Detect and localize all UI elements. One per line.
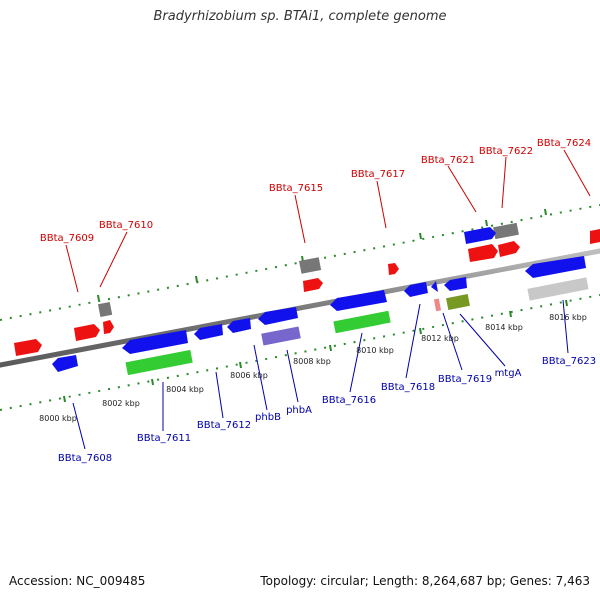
gene-BBta_7619-small[interactable] (433, 298, 442, 312)
forward-label-leaders (65, 149, 591, 293)
gene-BBta_7611[interactable] (125, 349, 193, 376)
gene-BBta_7623-blue[interactable] (525, 256, 586, 278)
gene-BBta_7621-pseudo[interactable] (493, 222, 519, 240)
reverse-major-ticks (63, 299, 568, 403)
reverse-scale-track (0, 294, 600, 411)
gene-BBta_7610a[interactable] (74, 324, 100, 341)
label-BBta_7616[interactable]: BBta_7616 (322, 395, 376, 406)
gene-BBta_7622[interactable] (498, 241, 520, 257)
gene-BBta_7624[interactable] (590, 229, 600, 244)
gene-BBta_7608[interactable] (52, 355, 78, 372)
gene-BBta_7612-b[interactable] (227, 318, 251, 333)
gene-BBta_7619[interactable] (444, 277, 467, 291)
scale-label: 8006 kbp (230, 371, 268, 380)
reverse-labels: BBta_7608 BBta_7611 BBta_7612 phbB phbA … (58, 356, 596, 464)
figure-title: Bradyrhizobium sp. BTAi1, complete genom… (153, 9, 447, 24)
gene-BBta_7616-blue[interactable] (330, 290, 387, 311)
forward-strand-genes (14, 222, 600, 356)
gene-BBta_7616[interactable] (333, 310, 391, 334)
gene-BBta_7617[interactable] (388, 263, 399, 275)
gene-BBta_7615-pseudo[interactable] (299, 257, 322, 274)
gene-BBta_7612-a[interactable] (194, 324, 223, 340)
genome-backbone (0, 248, 600, 368)
forward-scale-track (0, 204, 600, 321)
scale-label: 8002 kbp (102, 399, 140, 408)
scale-label: 8010 kbp (356, 346, 394, 355)
reverse-strand-genes (52, 256, 589, 376)
gene-BBta_7623[interactable] (527, 277, 589, 301)
label-BBta_7618[interactable]: BBta_7618 (381, 382, 435, 393)
gene-BBta_7618[interactable] (404, 282, 428, 297)
label-phbA[interactable]: phbA (286, 405, 312, 416)
scale-label: 8004 kbp (166, 385, 204, 394)
label-mtgA[interactable]: mtgA (495, 368, 522, 379)
label-BBta_7623[interactable]: BBta_7623 (542, 356, 596, 367)
label-BBta_7617[interactable]: BBta_7617 (351, 169, 405, 180)
scale-label: 8014 kbp (485, 323, 523, 332)
scale-label: 8000 kbp (39, 414, 77, 423)
scale-labels: 8000 kbp 8002 kbp 8004 kbp 8006 kbp 8008… (39, 313, 587, 423)
gene-mtgA[interactable] (446, 294, 470, 310)
label-phbB[interactable]: phbB (255, 412, 281, 423)
forward-labels: BBta_7609 BBta_7610 BBta_7615 BBta_7617 … (40, 138, 591, 244)
accession-text: Accession: NC_009485 (9, 574, 146, 588)
label-BBta_7608[interactable]: BBta_7608 (58, 453, 112, 464)
gene-BBta_7621[interactable] (468, 244, 498, 262)
scale-label: 8012 kbp (421, 334, 459, 343)
gene-BBta_7610-pseudo[interactable] (97, 301, 113, 318)
label-BBta_7622[interactable]: BBta_7622 (479, 146, 533, 157)
gene-BBta_7620-fwd[interactable] (464, 227, 496, 244)
label-BBta_7611[interactable]: BBta_7611 (137, 433, 191, 444)
gene-BBta_7615[interactable] (303, 278, 323, 292)
label-BBta_7619[interactable]: BBta_7619 (438, 374, 492, 385)
label-BBta_7615[interactable]: BBta_7615 (269, 183, 323, 194)
label-BBta_7624[interactable]: BBta_7624 (537, 138, 591, 149)
label-BBta_7612[interactable]: BBta_7612 (197, 420, 251, 431)
gene-phbB[interactable] (258, 307, 298, 325)
gene-phbA[interactable] (261, 326, 301, 346)
scale-label: 8016 kbp (549, 313, 587, 322)
genome-summary-text: Topology: circular; Length: 8,264,687 bp… (260, 574, 590, 588)
label-BBta_7610[interactable]: BBta_7610 (99, 220, 153, 231)
gene-BBta_7609[interactable] (14, 339, 42, 356)
scale-label: 8008 kbp (293, 357, 331, 366)
label-BBta_7621[interactable]: BBta_7621 (421, 155, 475, 166)
reverse-label-leaders (72, 299, 569, 450)
label-BBta_7609[interactable]: BBta_7609 (40, 233, 94, 244)
gene-BBta_7611-blue[interactable] (122, 330, 188, 354)
gene-BBta_7610b[interactable] (103, 320, 114, 334)
gene-BBta_7618b[interactable] (431, 281, 438, 292)
